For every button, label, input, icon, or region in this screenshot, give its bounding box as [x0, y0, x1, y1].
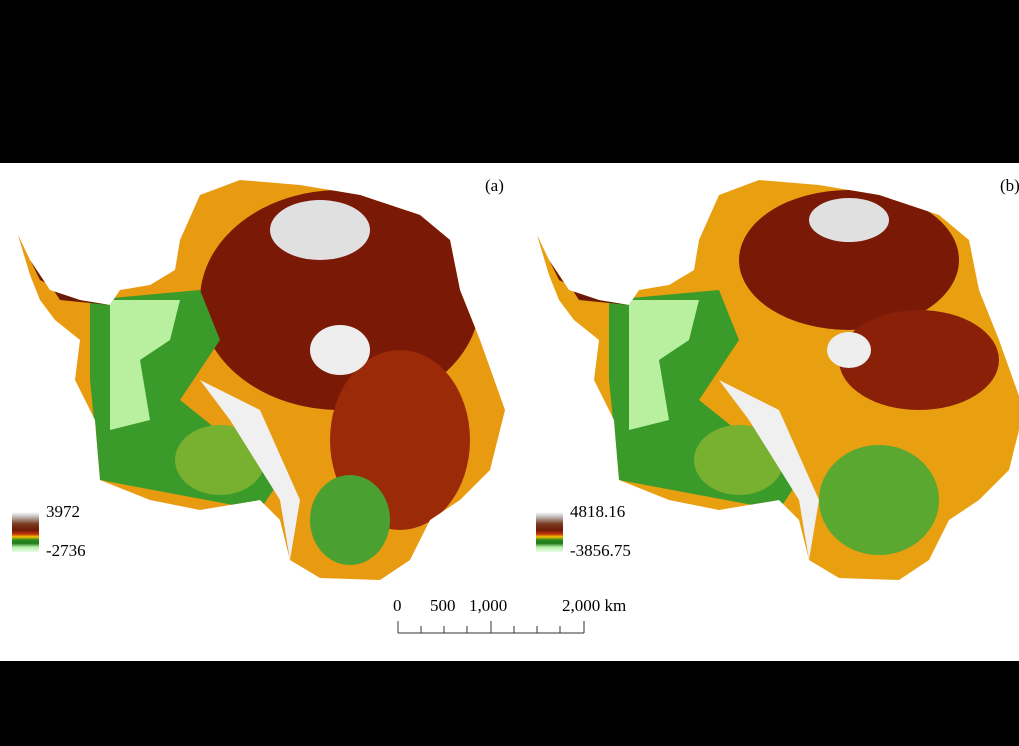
legend-min-a: -2736: [46, 541, 86, 560]
legend-min-b: -3856.75: [570, 541, 631, 560]
scale-tick-1000: 1,000: [469, 596, 508, 615]
panel-label-a: (a): [485, 176, 504, 195]
map-panel-b: [537, 180, 1019, 580]
scale-tick-500: 500: [430, 596, 456, 615]
legend-max-a: 3972: [46, 502, 80, 521]
scale-tick-2000: 2,000 km: [562, 596, 627, 615]
legend-max-b: 4818.16: [570, 502, 626, 521]
scale-bar: [397, 621, 585, 634]
legend-colorbar-a: [12, 512, 39, 552]
panel-label-b: (b): [1000, 176, 1019, 195]
legend-colorbar-b: [536, 512, 563, 552]
scale-tick-0: 0: [393, 596, 402, 615]
map-panel-a: [18, 180, 505, 580]
